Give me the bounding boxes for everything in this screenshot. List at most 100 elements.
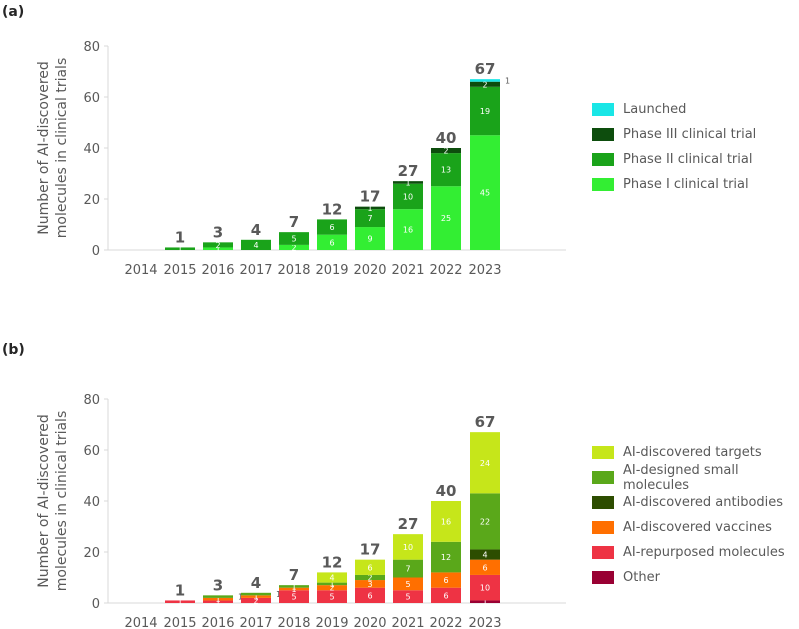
bar-data-label: 10 bbox=[403, 543, 413, 552]
bar-data-label: 1 bbox=[215, 595, 220, 604]
bar-data-label: 10 bbox=[403, 192, 413, 201]
y-axis-label: Number of AI-discovered bbox=[36, 61, 52, 235]
x-tick-label: 2016 bbox=[201, 616, 234, 629]
bar-total-label: 27 bbox=[398, 162, 419, 180]
x-tick-label: 2019 bbox=[315, 263, 348, 278]
legend-label: Phase I clinical trial bbox=[623, 177, 749, 192]
bar-data-label: 4 bbox=[482, 551, 487, 560]
y-tick-label: 60 bbox=[83, 444, 100, 459]
legend-label: AI-discovered vaccines bbox=[623, 520, 772, 535]
bar-segment bbox=[279, 590, 309, 603]
bar-data-label: 16 bbox=[403, 226, 413, 235]
legend-item: Phase I clinical trial bbox=[592, 172, 756, 197]
bar-segment bbox=[393, 559, 423, 578]
legend-item: AI-repurposed molecules bbox=[592, 540, 799, 565]
legend-label: Phase III clinical trial bbox=[623, 127, 757, 142]
bar-total-label: 12 bbox=[322, 200, 343, 218]
y-tick-label: 60 bbox=[83, 91, 100, 106]
bar-data-label: 45 bbox=[480, 189, 490, 198]
bar-data-label: 5 bbox=[329, 593, 334, 602]
legend-swatch bbox=[592, 103, 614, 116]
bar-total-label: 4 bbox=[251, 574, 261, 592]
bar-data-label: 1 bbox=[177, 598, 182, 607]
bar-segment bbox=[165, 600, 195, 603]
bar-segment bbox=[355, 227, 385, 250]
legend-label: AI-discovered antibodies bbox=[623, 495, 784, 510]
bar-segment bbox=[470, 559, 500, 575]
bar-data-label: 22 bbox=[480, 517, 490, 526]
x-tick-label: 2015 bbox=[163, 263, 196, 278]
bar-data-label: 1 bbox=[405, 178, 410, 187]
bar-data-label: 1 bbox=[215, 598, 220, 607]
bar-total-label: 40 bbox=[436, 129, 457, 147]
bar-segment bbox=[317, 582, 347, 586]
bar-segment bbox=[393, 181, 423, 184]
bar-data-label: 24 bbox=[480, 459, 490, 468]
bar-segment bbox=[431, 186, 461, 250]
bar-data-label: 6 bbox=[482, 563, 487, 572]
bar-data-label: 1 bbox=[238, 593, 243, 602]
bar-data-label: 6 bbox=[329, 238, 334, 247]
bar-data-label: 13 bbox=[441, 166, 451, 175]
bar-total-label: 17 bbox=[360, 188, 381, 206]
bar-data-label: 2 bbox=[329, 584, 334, 593]
bar-data-label: 7 bbox=[405, 565, 410, 574]
bar-data-label: 12 bbox=[441, 553, 451, 562]
bar-segment bbox=[355, 209, 385, 228]
bar-segment bbox=[470, 86, 500, 136]
bar-segment bbox=[355, 559, 385, 575]
bar-segment bbox=[279, 587, 309, 591]
x-tick-label: 2021 bbox=[391, 616, 424, 629]
bar-data-label: 1 bbox=[367, 204, 372, 213]
bar-segment bbox=[203, 597, 233, 601]
x-tick-label: 2017 bbox=[239, 263, 272, 278]
legend-label: Phase II clinical trial bbox=[623, 152, 753, 167]
bar-data-label: 6 bbox=[329, 223, 334, 232]
bar-data-label: 2 bbox=[215, 241, 220, 250]
bar-segment bbox=[470, 135, 500, 250]
bar-data-label: 9 bbox=[367, 235, 372, 244]
bar-data-label: 1 bbox=[215, 245, 220, 254]
bar-data-label: 2 bbox=[253, 596, 258, 605]
bar-segment bbox=[355, 587, 385, 603]
bar-segment bbox=[203, 595, 233, 598]
y-tick-label: 0 bbox=[92, 597, 100, 612]
bar-segment bbox=[279, 232, 309, 245]
bar-segment bbox=[431, 501, 461, 542]
x-tick-label: 2014 bbox=[124, 263, 157, 278]
bar-segment bbox=[355, 206, 385, 210]
legend-swatch bbox=[592, 546, 614, 559]
x-tick-label: 2023 bbox=[468, 616, 501, 629]
bar-data-label: 1 bbox=[505, 76, 510, 85]
bar-segment bbox=[317, 234, 347, 250]
bar-segment bbox=[165, 247, 195, 250]
bar-total-label: 7 bbox=[289, 566, 299, 584]
bar-data-label: 1 bbox=[276, 590, 281, 599]
bar-data-label: 3 bbox=[367, 580, 372, 589]
bar-total-label: 67 bbox=[475, 60, 496, 78]
legend-item: AI-discovered antibodies bbox=[592, 490, 799, 515]
bar-segment bbox=[393, 209, 423, 250]
x-tick-label: 2020 bbox=[353, 263, 386, 278]
bar-segment bbox=[203, 242, 233, 248]
legend-panel-a: Launched Phase III clinical trial Phase II… bbox=[592, 97, 756, 197]
legend-label: Launched bbox=[623, 102, 687, 117]
bar-segment bbox=[279, 585, 309, 588]
panel-b-label: (b) bbox=[2, 342, 25, 358]
bar-total-label: 3 bbox=[213, 223, 223, 241]
bar-data-label: 5 bbox=[291, 593, 296, 602]
bar-segment bbox=[203, 600, 233, 603]
legend-swatch bbox=[592, 178, 614, 191]
bar-data-label: 1 bbox=[177, 245, 182, 254]
x-tick-label: 2019 bbox=[315, 616, 348, 629]
x-tick-label: 2015 bbox=[163, 616, 196, 629]
legend-item: Other bbox=[592, 565, 799, 590]
bar-segment bbox=[241, 592, 271, 596]
bar-segment bbox=[431, 541, 461, 573]
y-axis-label: molecules in clinical trials bbox=[54, 411, 70, 592]
legend-panel-b: AI-discovered targets AI-designed small m… bbox=[592, 440, 799, 590]
bar-segment bbox=[470, 493, 500, 550]
x-tick-label: 2016 bbox=[201, 263, 234, 278]
x-tick-label: 2022 bbox=[429, 616, 462, 629]
legend-swatch bbox=[592, 153, 614, 166]
